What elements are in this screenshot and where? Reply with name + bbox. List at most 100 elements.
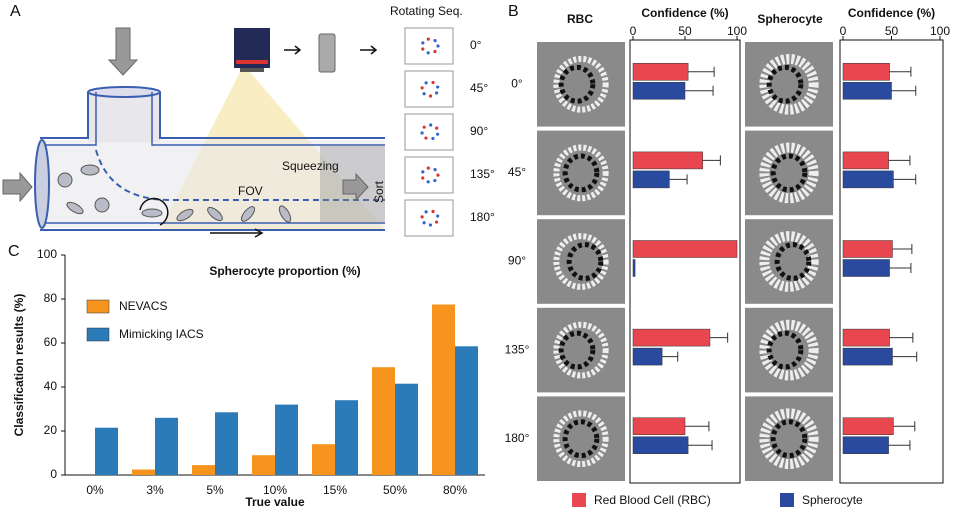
bar (312, 444, 335, 475)
bar (632, 259, 636, 277)
cell-dot (428, 223, 433, 227)
bar (632, 82, 686, 100)
cells (57, 164, 292, 223)
cell-dot (426, 166, 430, 170)
x-axis-label: True value (245, 495, 305, 509)
legend-swatch (86, 327, 110, 342)
bar (842, 259, 890, 277)
legend-label: NEVACS (119, 299, 167, 313)
cell-dot (420, 215, 424, 219)
x-tick-label: 50% (383, 483, 407, 497)
bar (155, 417, 178, 475)
panel-label: C (8, 243, 20, 260)
rotation-frame (404, 199, 454, 237)
cell-dot (421, 47, 425, 51)
x-tick-label: 50 (885, 24, 899, 38)
cell-dot (435, 126, 439, 130)
error-bar (891, 85, 917, 96)
rotation-frame (404, 113, 454, 151)
error-bar (709, 332, 729, 343)
x-tick-label: 15% (323, 483, 347, 497)
cell-image (774, 242, 812, 281)
cell-dot (433, 38, 437, 43)
bar (632, 240, 738, 258)
cell-image (770, 153, 808, 193)
tube-wall (40, 92, 385, 231)
cell-image (537, 130, 625, 216)
cell-image (553, 321, 609, 379)
cell-image (553, 233, 609, 290)
cell-image (562, 153, 600, 193)
angle-label: 45° (470, 81, 488, 95)
cell-image (770, 419, 808, 459)
bar (842, 436, 889, 454)
error-bar (888, 440, 911, 451)
legend-label: Mimicking IACS (119, 327, 204, 341)
error-bar (889, 263, 912, 273)
label: Sort (372, 180, 386, 203)
error-bar (893, 421, 916, 432)
cell-dot (424, 81, 428, 85)
error-bar (688, 66, 715, 77)
label: Rotating Seq. (390, 4, 463, 18)
bar (632, 436, 689, 454)
cell-image (558, 64, 596, 104)
cell-dot (424, 210, 428, 214)
error-bar (685, 85, 714, 96)
cell-dot (426, 37, 430, 41)
cell-dot (431, 80, 435, 85)
bar (632, 417, 686, 435)
cell-dot (426, 51, 430, 55)
y-tick-label: 80 (44, 291, 58, 305)
inlet (88, 92, 160, 142)
legend-label: Spherocyte (802, 493, 863, 507)
cell-dot (433, 49, 437, 54)
y-axis-label: Classification results (%) (12, 294, 26, 437)
flow-arrow (210, 228, 264, 238)
bar (842, 82, 892, 100)
bar (395, 383, 418, 475)
x-tick-label: 5% (206, 483, 224, 497)
bar (432, 304, 455, 475)
y-tick-label: 20 (44, 423, 58, 437)
cell-image (537, 396, 625, 481)
cell-image (766, 330, 804, 370)
error-bar (688, 440, 713, 451)
camera (236, 60, 268, 64)
cell-dot (433, 167, 437, 172)
error-bar (685, 421, 710, 432)
cell-dot (429, 123, 433, 127)
error-bar (662, 351, 679, 362)
bar (842, 347, 893, 366)
bar (455, 346, 478, 475)
angle-label: 90° (470, 124, 488, 138)
bar (842, 170, 894, 189)
error-bar (889, 66, 912, 77)
bar (632, 328, 711, 347)
x-axis-label: Confidence (%) (848, 6, 935, 20)
error-bar (889, 332, 914, 343)
bar (842, 151, 889, 170)
category-label: 90° (508, 254, 526, 268)
cell-image (766, 64, 804, 104)
error-bar (893, 174, 917, 185)
cell-dot (422, 221, 426, 225)
cell-dot (421, 170, 425, 174)
bar (842, 240, 893, 258)
inlet-top (87, 86, 161, 98)
rotation-frame (404, 27, 454, 65)
camera (240, 68, 264, 72)
cell-dot (426, 180, 430, 184)
bar (192, 465, 215, 475)
chart-title: Spherocyte proportion (%) (209, 264, 360, 278)
error-bar (669, 174, 688, 185)
cell-dot (422, 125, 426, 129)
bar (632, 151, 703, 170)
cell-dot (428, 94, 433, 98)
legend-swatch (572, 493, 586, 507)
label: FOV (238, 184, 263, 198)
bar (252, 455, 275, 475)
cell-dot (436, 173, 440, 177)
cell-image (759, 142, 819, 204)
